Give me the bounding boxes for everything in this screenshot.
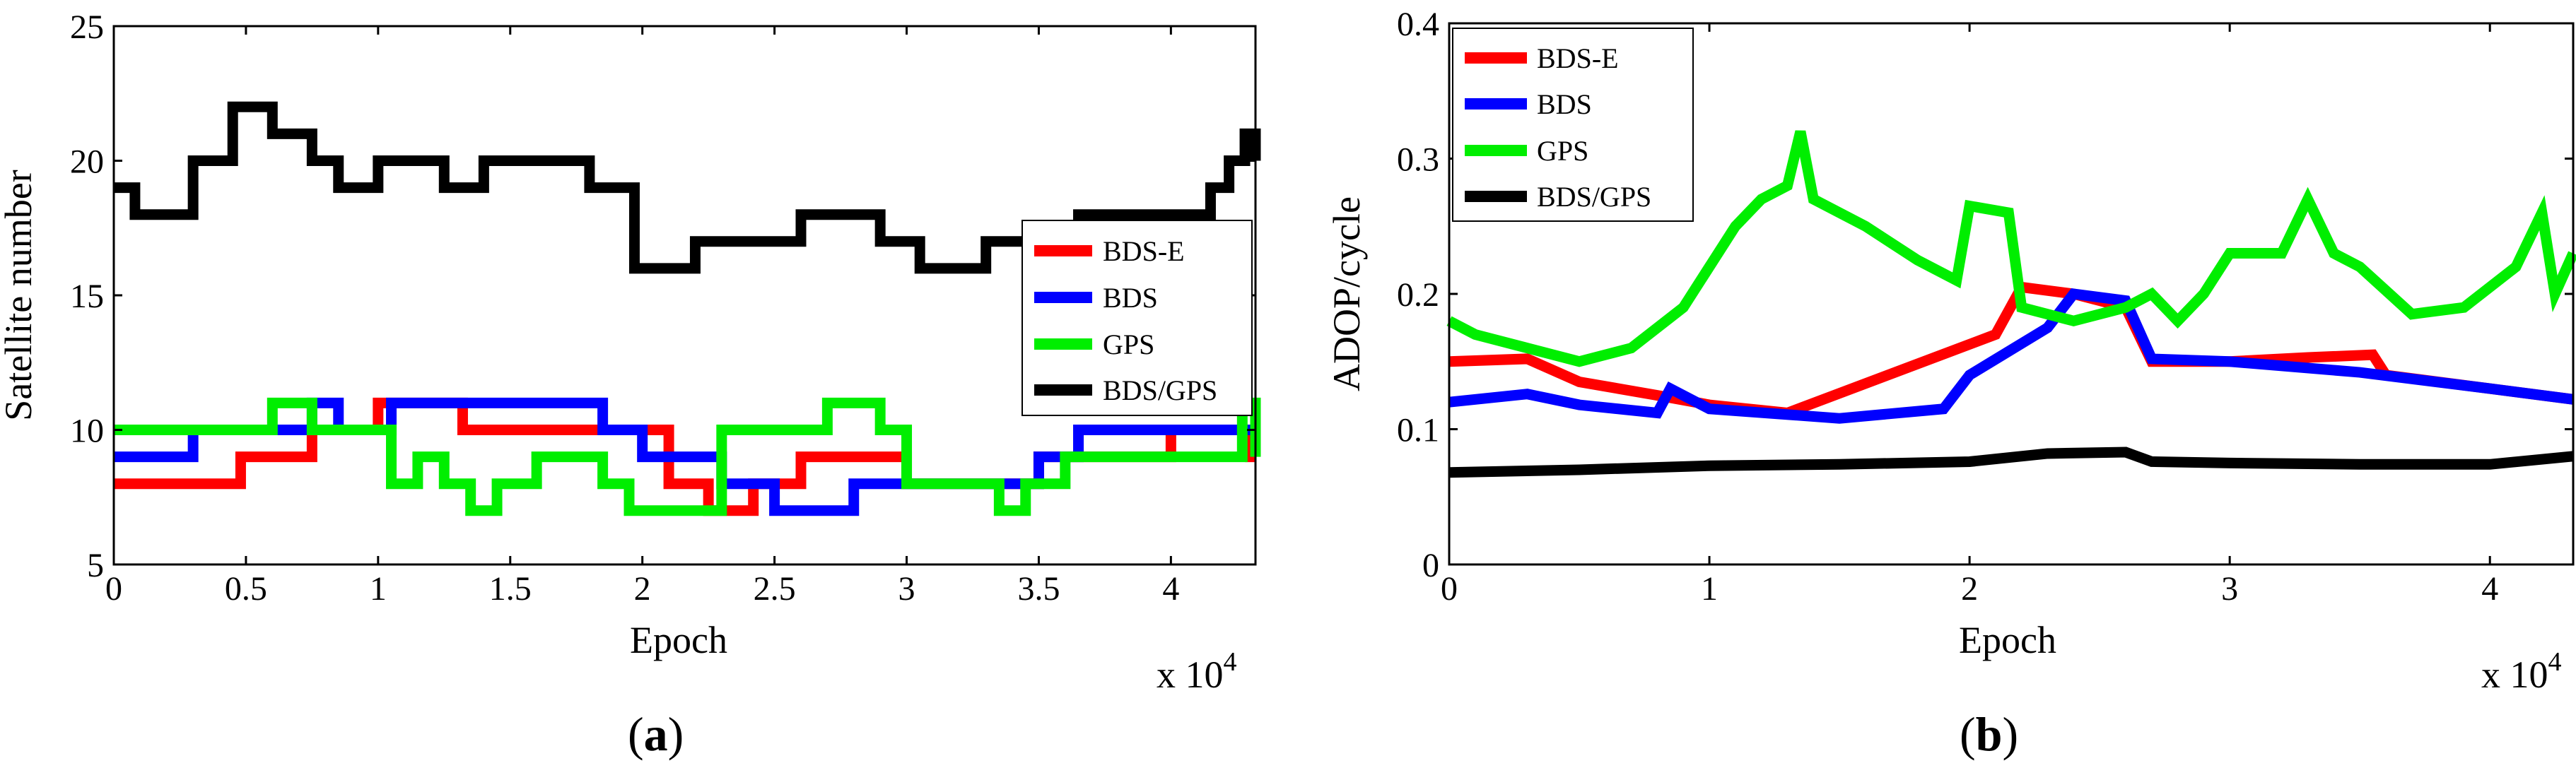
panel-b-ylabel: ADOP/cycle (1325, 196, 1368, 391)
panel-b-legend-label-bds-e: BDS-E (1537, 42, 1619, 74)
panel-a-xlabel: Epoch (630, 619, 727, 661)
panel-b-x-multiplier-base: x 10 (2481, 653, 2548, 696)
panel-a-caption-letter: a (644, 707, 668, 761)
panel-a-x-multiplier: x 104 (1157, 647, 1237, 696)
panel-b-series-bds (1448, 288, 2574, 424)
panel-a-x-multiplier-exponent: 4 (1224, 647, 1237, 677)
panel-a-series-bds-gps (114, 101, 1261, 274)
panel-a-legend-label-bds-gps: BDS/GPS (1103, 374, 1217, 406)
panel-b-ytick-label: 0.1 (1397, 412, 1439, 449)
panel-a-xtick-label: 1 (370, 570, 387, 608)
panel-b-xtick-label: 0 (1441, 570, 1458, 608)
panel-a-ytick-label: 25 (70, 8, 104, 46)
panel-b: 0 1 2 3 4 0 0.1 0.2 0.3 0.4 ADOP/cycle Epoch x 10… (1325, 6, 2576, 761)
panel-a-legend: BDS-E BDS GPS BDS/GPS (1021, 220, 1253, 416)
panel-a-xtick-label: 4 (1162, 570, 1179, 608)
panel-a-ticks: 0 0.5 1 1.5 2 2.5 3 3.5 4 5 10 15 20 25 (70, 8, 1255, 608)
panel-b-legend-label-gps: GPS (1537, 135, 1588, 167)
panel-a-ytick-label: 10 (70, 413, 104, 450)
panel-a-legend-label-bds-e: BDS-E (1103, 235, 1185, 267)
panel-a-x-multiplier-base: x 10 (1157, 653, 1224, 696)
panel-b-xtick-label: 1 (1701, 570, 1718, 608)
panel-b-x-multiplier: x 104 (2481, 647, 2562, 696)
panel-b-ytick-label: 0.2 (1397, 276, 1439, 314)
panel-a-caption: (a) (628, 707, 684, 761)
panel-a-ytick-label: 15 (70, 278, 104, 315)
panel-b-x-multiplier-exponent: 4 (2548, 647, 2562, 677)
panel-b-caption: (b) (1960, 707, 2018, 761)
panel-a-xtick-label: 0 (105, 570, 122, 608)
panel-b-xtick-label: 3 (2221, 570, 2238, 608)
panel-a-ylabel: Satellite number (0, 170, 40, 420)
panel-a-series (114, 101, 1261, 516)
panel-a-xtick-label: 2 (634, 570, 651, 608)
panel-b-series-gps (1446, 130, 2576, 367)
panel-b-series-bds-gps (1448, 446, 2574, 478)
panel-a-xtick-label: 2.5 (754, 570, 796, 608)
panel-a-ytick-label: 20 (70, 143, 104, 181)
panel-b-ytick-label: 0 (1422, 547, 1439, 584)
panel-a-xtick-label: 0.5 (225, 570, 267, 608)
panel-a: 0 0.5 1 1.5 2 2.5 3 3.5 4 5 10 15 20 25 Satellite num… (0, 8, 1261, 761)
panel-b-series (1446, 130, 2576, 478)
panel-b-legend-label-bds: BDS (1537, 88, 1592, 120)
panel-b-xtick-label: 2 (1961, 570, 1978, 608)
panel-b-ticks: 0 1 2 3 4 0 0.1 0.2 0.3 0.4 (1397, 6, 2573, 608)
panel-a-series-gps (114, 397, 1261, 516)
panel-a-xtick-label: 1.5 (489, 570, 532, 608)
panel-b-xlabel: Epoch (1959, 619, 2056, 661)
panel-a-legend-label-bds: BDS (1103, 282, 1158, 314)
panel-a-ytick-label: 5 (87, 547, 104, 584)
panel-b-legend: BDS-E BDS GPS BDS/GPS (1452, 28, 1694, 222)
panel-b-xtick-label: 4 (2481, 570, 2498, 608)
panel-b-legend-label-bds-gps: BDS/GPS (1537, 181, 1651, 213)
panel-b-ytick-label: 0.3 (1397, 141, 1439, 179)
panel-b-ytick-label: 0.4 (1397, 6, 1439, 43)
panel-a-xtick-label: 3 (898, 570, 915, 608)
panel-b-caption-letter: b (1976, 707, 2003, 761)
panel-a-xtick-label: 3.5 (1017, 570, 1060, 608)
panel-a-legend-label-gps: GPS (1103, 329, 1154, 360)
